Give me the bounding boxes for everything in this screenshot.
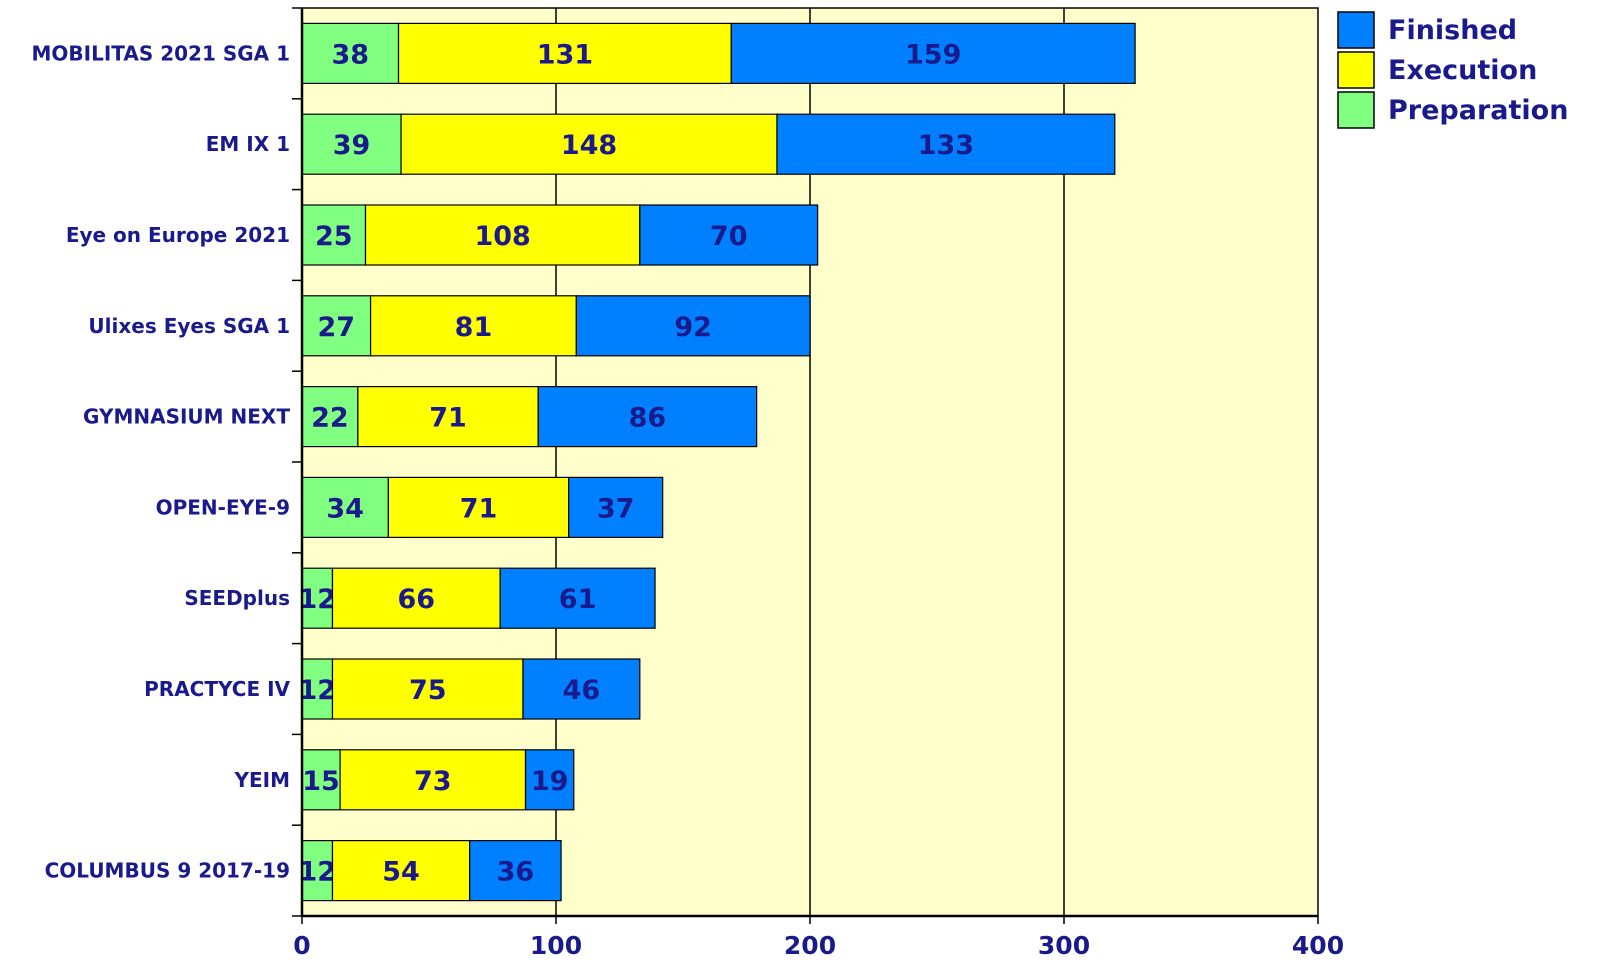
x-tick-label: 0 <box>293 931 310 960</box>
data-label: 108 <box>474 221 530 252</box>
axes <box>292 7 1319 924</box>
bar-segment-finished <box>568 476 664 538</box>
category-label: EM IX 1 <box>206 132 290 156</box>
bar-segment-preparation <box>301 839 334 902</box>
data-label: 37 <box>597 493 635 524</box>
category-labels: MOBILITAS 2021 SGA 1 EM IX 1 Eye on Europe… <box>31 41 290 882</box>
bar-segment-finished <box>575 295 811 357</box>
bar-segment-execution <box>369 295 577 357</box>
data-label: 39 <box>333 130 371 161</box>
bar-segment-finished <box>469 839 562 902</box>
x-tick-labels: 0 100 200 300 400 <box>293 931 1344 960</box>
data-label: 73 <box>414 766 452 797</box>
category-label: Eye on Europe 2021 <box>66 223 290 247</box>
data-label: 54 <box>382 857 420 888</box>
data-label: 38 <box>331 39 369 70</box>
bar-segment-finished <box>499 567 656 629</box>
x-tick-label: 400 <box>1292 931 1344 960</box>
legend: Finished Execution Preparation <box>1337 11 1568 129</box>
data-label: 36 <box>497 857 535 888</box>
data-label: 12 <box>298 584 336 615</box>
data-label: 148 <box>561 130 617 161</box>
data-label: 92 <box>674 312 712 343</box>
data-label: 61 <box>559 584 597 615</box>
bar-segment-execution <box>364 204 641 266</box>
data-label: 46 <box>563 675 601 706</box>
data-label: 81 <box>455 312 493 343</box>
bar-segment-preparation <box>301 22 400 84</box>
legend-label: Preparation <box>1388 95 1568 126</box>
category-label: COLUMBUS 9 2017-19 <box>45 859 290 883</box>
bar-segment-execution <box>331 567 501 629</box>
bar-segment-execution <box>357 386 539 448</box>
bar-segment-finished <box>776 113 1116 175</box>
legend-label: Execution <box>1388 55 1537 86</box>
category-label: Ulixes Eyes SGA 1 <box>88 314 290 338</box>
data-label: 70 <box>710 221 748 252</box>
legend-swatch-preparation <box>1337 91 1375 129</box>
category-label: SEEDplus <box>184 586 290 610</box>
data-label: 71 <box>460 493 498 524</box>
data-label: 75 <box>409 675 447 706</box>
data-label: 12 <box>298 675 336 706</box>
category-label: PRACTYCE IV <box>144 677 290 701</box>
legend-label: Finished <box>1388 15 1517 46</box>
bar-segment-preparation <box>301 567 334 629</box>
bar-segment-finished <box>730 22 1136 84</box>
bar-segment-preparation <box>301 204 367 266</box>
data-label: 131 <box>537 39 593 70</box>
category-label: MOBILITAS 2021 SGA 1 <box>31 41 290 65</box>
data-label: 86 <box>629 403 667 434</box>
data-label: 71 <box>429 403 467 434</box>
data-label: 66 <box>398 584 436 615</box>
legend-swatch-finished <box>1337 11 1375 49</box>
bar-segment-finished <box>537 386 758 448</box>
bar-segment-finished <box>522 658 641 720</box>
bar-segment-execution <box>339 749 527 811</box>
data-label: 25 <box>315 221 353 252</box>
category-label: YEIM <box>234 768 291 792</box>
bar-segment-preparation <box>301 295 372 357</box>
data-label: 27 <box>318 312 356 343</box>
bar-segment-finished <box>524 749 575 811</box>
category-label: OPEN-EYE-9 <box>156 495 290 519</box>
data-label: 159 <box>905 39 961 70</box>
data-label: 19 <box>531 766 569 797</box>
bar-segment-execution <box>397 22 732 84</box>
bars: 38 131 159 39 148 133 25 108 70 27 81 92 22 71 86 34 71 3… <box>298 22 1136 902</box>
data-label: 15 <box>302 766 340 797</box>
bar-segment-preparation <box>301 386 359 448</box>
x-tick-label: 200 <box>784 931 836 960</box>
legend-swatch-execution <box>1337 51 1375 89</box>
data-label: 34 <box>326 493 364 524</box>
data-label: 22 <box>311 403 349 434</box>
x-tick-label: 300 <box>1038 931 1090 960</box>
category-label: GYMNASIUM NEXT <box>83 405 290 429</box>
data-label: 133 <box>918 130 974 161</box>
data-label: 12 <box>298 857 336 888</box>
bar-segment-finished <box>639 204 819 266</box>
x-tick-label: 100 <box>530 931 582 960</box>
bar-segment-preparation <box>301 113 402 175</box>
